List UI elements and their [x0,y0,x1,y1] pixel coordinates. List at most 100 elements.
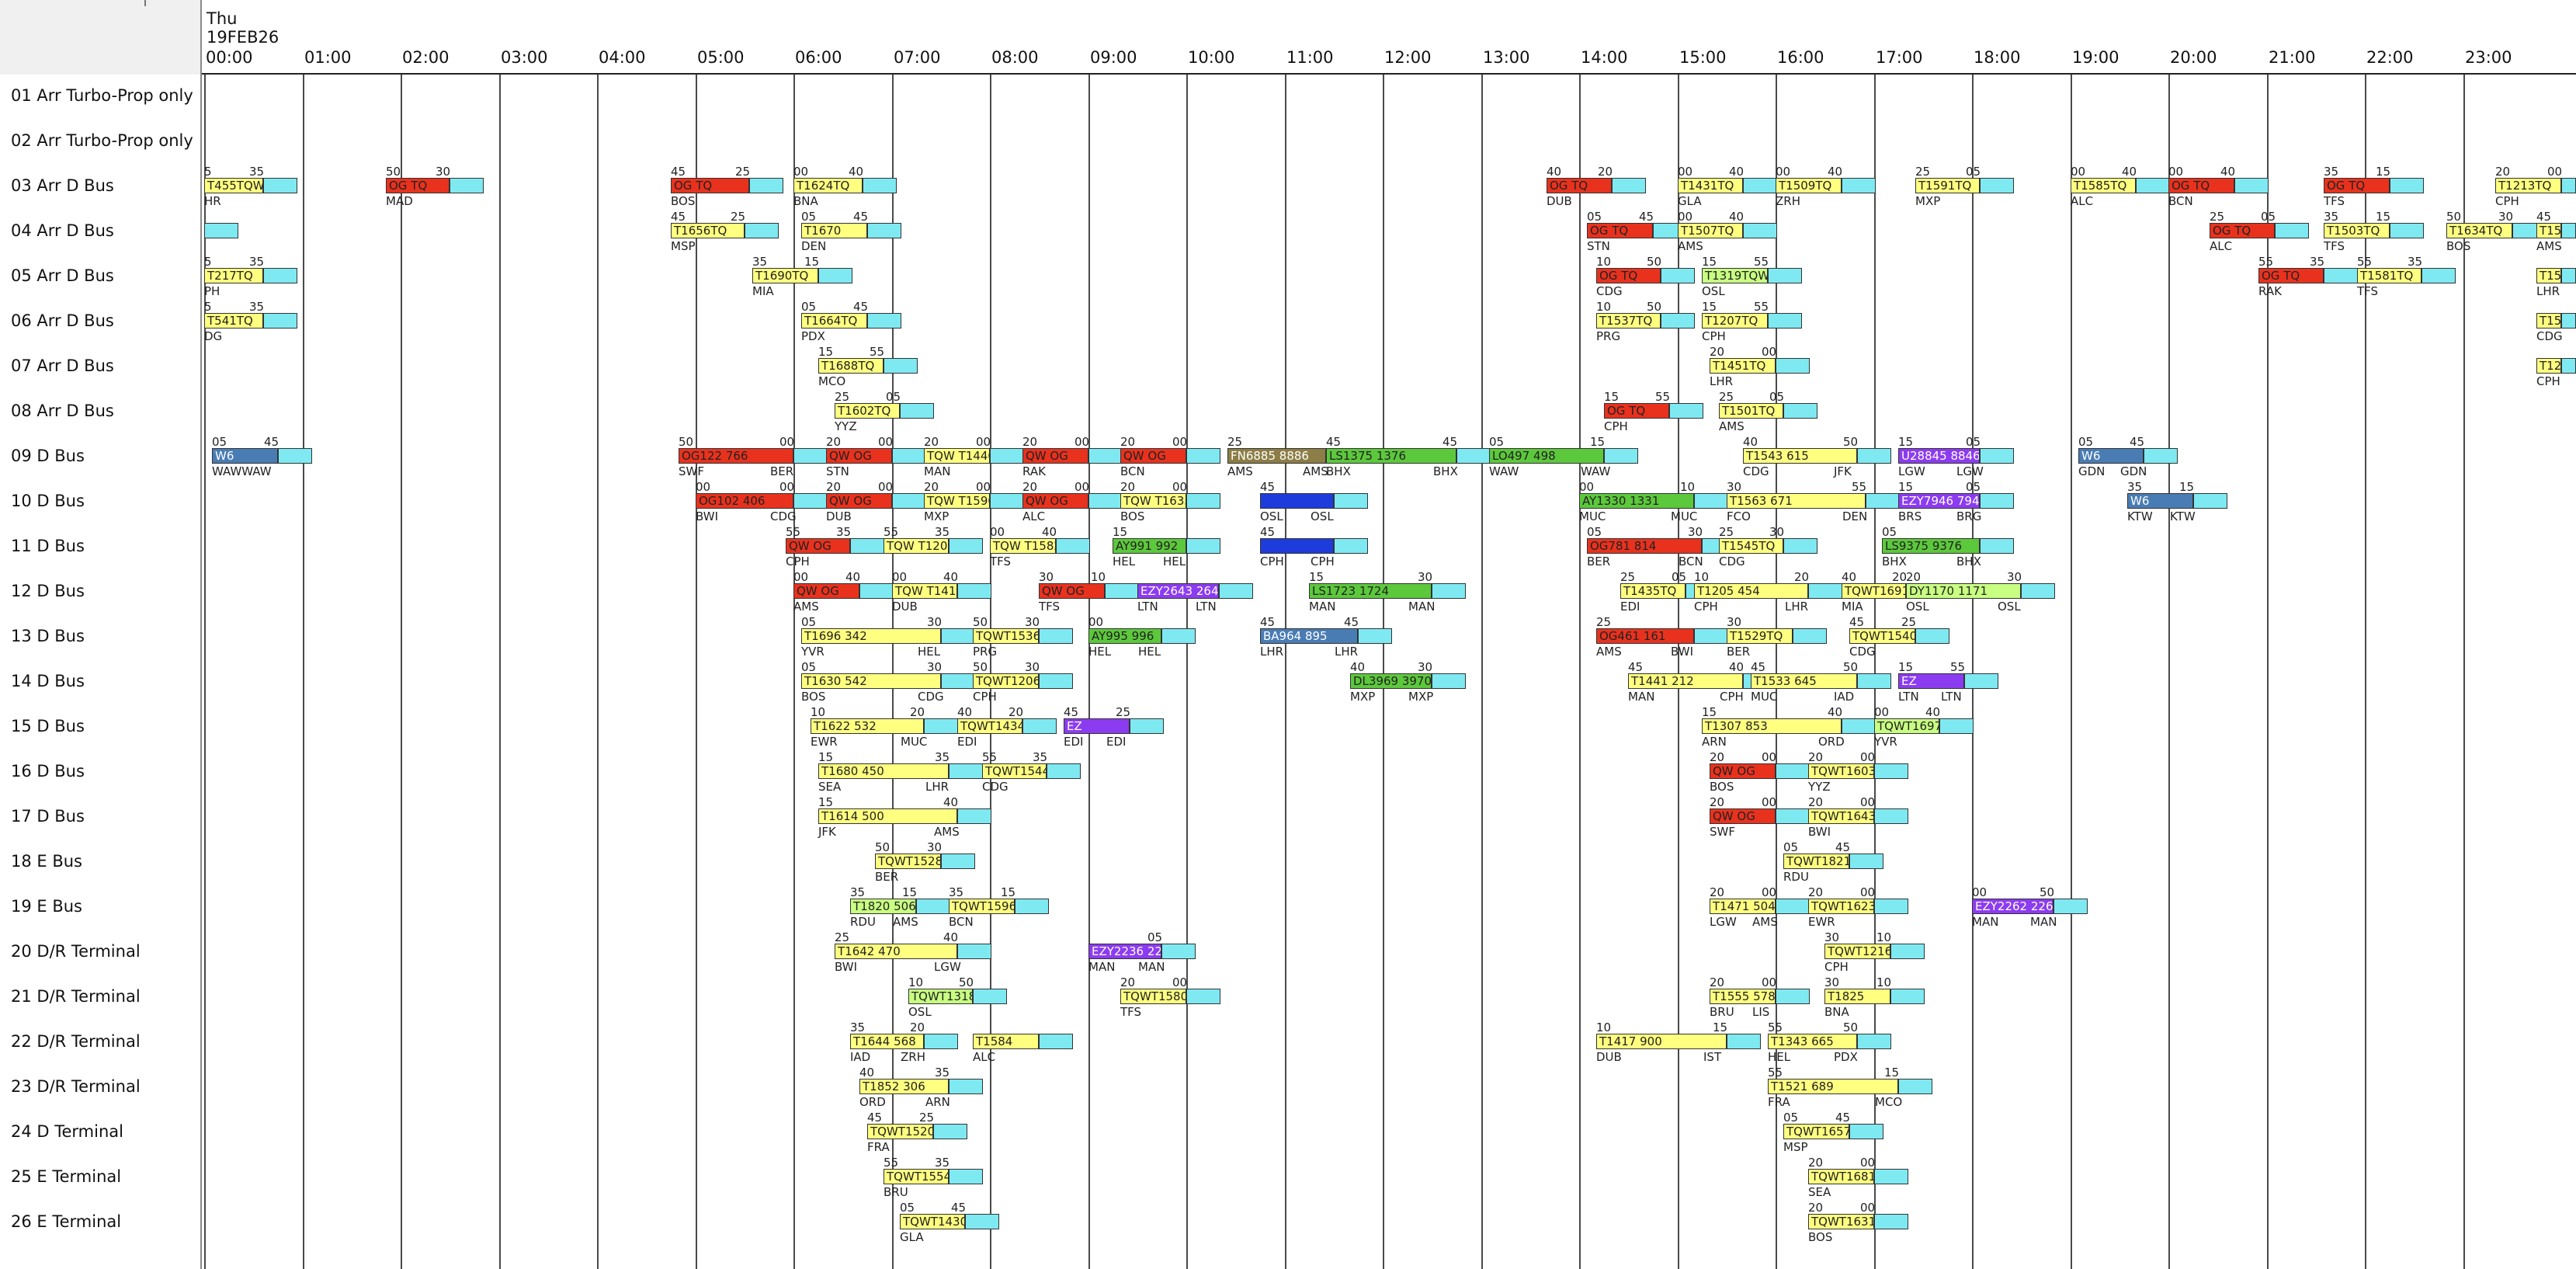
turnaround-bar[interactable]: T1555 578 [1710,989,1776,1004]
turnaround-bar[interactable]: T1435TQ [1620,583,1686,599]
turnaround-bar[interactable]: T1431TQ [1678,178,1743,193]
turnaround-bar[interactable]: OG TQ [1547,178,1612,193]
turnaround-bar[interactable]: LO497 498 [1489,448,1604,464]
turnaround-bar[interactable]: TQWT1821 [1783,854,1849,869]
turnaround-bar[interactable]: QW OG [826,448,892,464]
turnaround-bar[interactable]: OG TQ [2258,268,2324,283]
turnaround-bar[interactable]: T1507TQ [1678,223,1743,238]
turnaround-bar[interactable]: OG781 814 [1587,538,1702,554]
turnaround-bar[interactable]: T1533 645 [1751,673,1857,689]
turnaround-bar[interactable]: LS1723 1724 [1309,583,1432,599]
turnaround-bar[interactable]: T217TQ [204,268,263,283]
turnaround-bar[interactable]: TQW T1440 [924,448,990,464]
turnaround-bar[interactable]: OG TQ [1596,268,1661,283]
turnaround-bar[interactable]: T1688TQ [818,358,884,374]
turnaround-bar[interactable]: TQWT1540 [1849,628,1915,644]
turnaround-bar[interactable]: OG102 406 [696,493,793,509]
turnaround-bar[interactable]: T1207TQ [1702,313,1768,329]
turnaround-bar[interactable]: T1505 [2536,223,2561,238]
turnaround-bar[interactable]: T1205 454 [1694,583,1808,599]
turnaround-bar[interactable]: AY1330 1331 [1579,493,1694,509]
turnaround-bar[interactable]: T1584 [973,1034,1039,1049]
turnaround-bar[interactable] [1260,538,1334,554]
turnaround-bar[interactable]: T1664TQ [801,313,867,329]
turnaround-bar[interactable]: T1503TQ [2324,223,2390,238]
turnaround-bar[interactable]: LS9375 9376 [1882,538,1980,554]
turnaround-bar[interactable]: T1307 853 [1702,718,1842,734]
turnaround-bar[interactable]: T1624TQ [793,178,863,193]
turnaround-bar[interactable]: T1602TQ [835,403,900,419]
turnaround-bar[interactable]: T1820 506 [850,899,916,914]
turnaround-bar[interactable]: T1852 306 [859,1079,949,1094]
turnaround-bar[interactable]: EZY2643 2644 [1137,583,1219,599]
turnaround-bar[interactable]: T1585TQ [2071,178,2136,193]
turnaround-bar[interactable]: QW OG [1710,763,1776,779]
turnaround-bar[interactable]: T1680 450 [818,763,949,779]
turnaround-bar[interactable]: QW OG [793,583,859,599]
turnaround-bar[interactable]: QW OG [1039,583,1105,599]
turnaround-bar[interactable]: T1622 532 [811,718,924,734]
turnaround-bar[interactable]: T1343 665 [1768,1034,1857,1049]
turnaround-bar[interactable]: EZY2236 2237 [1088,944,1161,959]
turnaround-bar[interactable]: TQWT1536 [973,628,1039,644]
turnaround-bar[interactable]: OG TQ [1587,223,1653,238]
turnaround-bar[interactable] [1260,493,1334,509]
turnaround-bar[interactable] [204,223,238,238]
turnaround-bar[interactable]: EZY2262 2263 [1972,899,2054,914]
turnaround-bar[interactable]: T1529TQ [1727,628,1793,644]
turnaround-bar[interactable]: T1521 689 [1768,1079,1898,1094]
turnaround-bar[interactable]: OG TQ [2210,223,2275,238]
turnaround-bar[interactable]: T1642 470 [835,944,957,959]
turnaround-bar[interactable]: OG TQ [1604,403,1669,419]
turnaround-bar[interactable]: T1825 [1824,989,1890,1004]
turnaround-bar[interactable]: T1634TQ [2446,223,2512,238]
turnaround-bar[interactable]: T1545TQ [1719,538,1783,554]
turnaround-bar[interactable]: LS1375 1376 [1326,448,1456,464]
turnaround-bar[interactable]: T1501TQ [1719,403,1783,419]
turnaround-bar[interactable]: T1630 542 [801,673,941,689]
turnaround-bar[interactable]: QW OG [786,538,850,554]
turnaround-bar[interactable]: BA964 895 [1260,628,1358,644]
turnaround-bar[interactable]: OG TQ [2168,178,2234,193]
turnaround-bar[interactable]: TQWT1544 [982,763,1047,779]
turnaround-bar[interactable]: TQWT1697 [1874,718,1939,734]
turnaround-bar[interactable]: T1417 900 [1596,1034,1727,1049]
turnaround-bar[interactable]: T1509TQ [1776,178,1842,193]
turnaround-bar[interactable]: W6 [2127,493,2193,509]
turnaround-bar[interactable]: TQW T1635 [1120,493,1186,509]
turnaround-bar[interactable]: T1319TQW [1702,268,1768,283]
turnaround-bar[interactable]: W6 [212,448,278,464]
turnaround-bar[interactable]: QW OG [1022,493,1088,509]
turnaround-bar[interactable]: TQWT1554 [884,1169,949,1184]
turnaround-bar[interactable]: OG122 766 [679,448,793,464]
turnaround-bar[interactable]: T1543 615 [1743,448,1857,464]
turnaround-bar[interactable]: TQWT1430 [900,1214,965,1229]
turnaround-bar[interactable]: TQW T1582 [990,538,1056,554]
turnaround-bar[interactable]: U28845 8846 [1898,448,1980,464]
turnaround-bar[interactable]: TQWT1596 [949,899,1015,914]
turnaround-bar[interactable]: FN6885 8886 [1227,448,1326,464]
turnaround-bar[interactable]: TQW T1590 [924,493,990,509]
turnaround-bar[interactable]: DY1170 1171 [1906,583,2021,599]
turnaround-bar[interactable]: OG TQ [386,178,450,193]
turnaround-bar[interactable]: T1591TQ [1915,178,1980,193]
turnaround-bar[interactable]: QW OG [1710,808,1776,824]
turnaround-bar[interactable]: T1213 [2536,358,2561,374]
turnaround-bar[interactable]: T1690TQ [752,268,818,283]
turnaround-bar[interactable]: TQWT1631 [1808,1214,1874,1229]
turnaround-bar[interactable]: T1670 [801,223,867,238]
turnaround-bar[interactable]: TQWT1643 [1808,808,1874,824]
turnaround-bar[interactable]: T1581TQ [2357,268,2422,283]
turnaround-bar[interactable]: OG TQ [2324,178,2390,193]
turnaround-bar[interactable]: QW OG [1120,448,1186,464]
turnaround-bar[interactable]: TQWT1206 [973,673,1039,689]
turnaround-bar[interactable]: T1614 500 [818,808,957,824]
turnaround-bar[interactable]: T1555 [2536,268,2561,283]
turnaround-bar[interactable]: AY991 992 [1113,538,1186,554]
turnaround-bar[interactable]: T1441 212 [1628,673,1743,689]
turnaround-bar[interactable]: OG TQ [671,178,749,193]
turnaround-bar[interactable]: T1471 504 [1710,899,1776,914]
turnaround-bar[interactable]: QW OG [1022,448,1088,464]
turnaround-bar[interactable]: W6 [2078,448,2144,464]
turnaround-bar[interactable]: TQWT1657 [1783,1124,1849,1139]
